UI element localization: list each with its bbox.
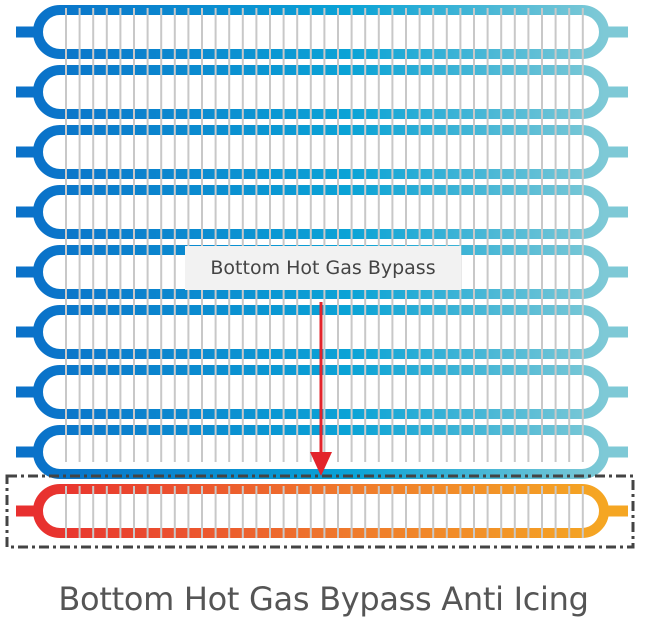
callout: Bottom Hot Gas Bypass — [185, 246, 461, 290]
cold-coil — [16, 65, 628, 119]
fin-group — [65, 8, 584, 462]
hot-gas-coil-group — [16, 484, 628, 538]
coil-tube — [33, 125, 609, 179]
coil-tube — [33, 5, 609, 59]
callout-box — [185, 246, 461, 290]
coil-tube — [33, 185, 609, 239]
hot-coil-fin-group — [65, 486, 584, 538]
coil-tube — [33, 484, 609, 538]
diagram-caption: Bottom Hot Gas Bypass Anti Icing — [58, 580, 589, 618]
selection-box — [5, 474, 635, 549]
arrow-head — [310, 452, 332, 476]
bypass-arrow — [310, 302, 332, 476]
coil-tube — [33, 65, 609, 119]
cold-coil — [16, 5, 628, 59]
hot-gas-coil — [16, 484, 628, 538]
cold-coil — [16, 125, 628, 179]
callout-label: Bottom Hot Gas Bypass — [210, 257, 435, 279]
cold-coil — [16, 185, 628, 239]
